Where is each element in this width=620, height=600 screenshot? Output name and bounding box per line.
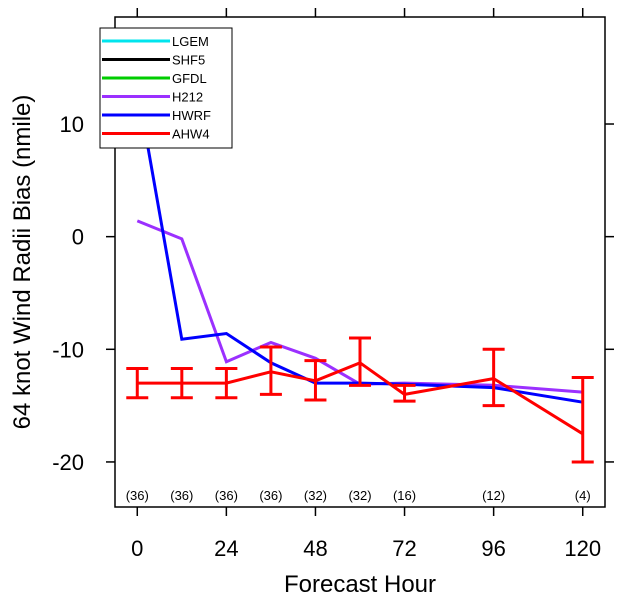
x-tick-label: 120 <box>564 536 601 561</box>
legend-label: H212 <box>172 90 203 105</box>
sample-count-label: (12) <box>482 488 505 503</box>
y-tick-label: 0 <box>72 225 84 250</box>
legend-label: AHW4 <box>172 127 210 142</box>
sample-count-label: (16) <box>393 488 416 503</box>
legend-label: SHF5 <box>172 53 205 68</box>
legend-label: LGEM <box>172 34 209 49</box>
y-tick-label: -20 <box>52 450 84 475</box>
sample-count-label: (36) <box>259 488 282 503</box>
x-tick-label: 48 <box>303 536 327 561</box>
series-group <box>126 86 594 464</box>
y-tick-label: 10 <box>60 112 84 137</box>
x-tick-label: 24 <box>214 536 238 561</box>
legend-label: GFDL <box>172 71 207 86</box>
legend-label: HWRF <box>172 108 211 123</box>
legend-box <box>99 27 233 149</box>
x-tick-label: 96 <box>481 536 505 561</box>
y-tick-label: -10 <box>52 337 84 362</box>
sample-counts: (36) (36) (36) (36) (32) (32) (16) (12) (4) <box>126 488 591 503</box>
axes: 0 24 48 72 96 120 -20 -10 0 10 <box>52 8 614 561</box>
y-axis-title: 64 knot Wind Radii Bias (nmile) <box>9 95 36 430</box>
sample-count-label: (32) <box>348 488 371 503</box>
legend: LGEM SHF5 GFDL H212 HWRF AHW4 <box>99 27 233 149</box>
sample-count-label: (4) <box>575 488 591 503</box>
sample-count-label: (36) <box>215 488 238 503</box>
plot-frame <box>114 16 606 508</box>
x-tick-label: 0 <box>131 536 143 561</box>
sample-count-label: (36) <box>126 488 149 503</box>
sample-count-label: (36) <box>170 488 193 503</box>
sample-count-label: (32) <box>304 488 327 503</box>
x-axis-title: Forecast Hour <box>284 571 436 598</box>
x-tick-label: 72 <box>392 536 416 561</box>
